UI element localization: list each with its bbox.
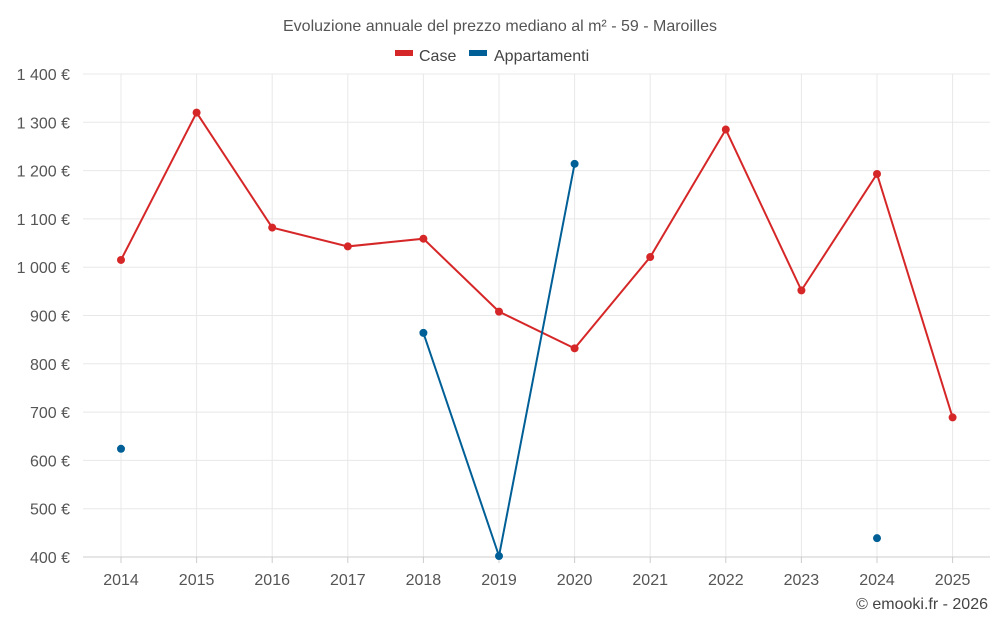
x-tick-label: 2022 bbox=[708, 572, 744, 589]
data-point-case[interactable] bbox=[192, 108, 201, 117]
data-point-case[interactable] bbox=[873, 169, 881, 178]
grid-lines bbox=[83, 73, 990, 558]
x-tick-label: 2014 bbox=[103, 572, 139, 589]
y-axis: 400 € 500 € 600 € 700 € 800 € 900 € 1 000 € 1 1… bbox=[17, 67, 70, 567]
data-point-case[interactable] bbox=[646, 253, 655, 262]
data-point-appartamenti[interactable] bbox=[419, 328, 428, 337]
legend[interactable]: Case Appartamenti bbox=[395, 48, 589, 65]
x-tick-label: 2018 bbox=[406, 572, 442, 589]
data-point-appartamenti[interactable] bbox=[117, 444, 125, 453]
data-point-case[interactable] bbox=[343, 242, 352, 251]
y-tick-label: 1 000 € bbox=[17, 260, 70, 277]
data-point-appartamenti[interactable] bbox=[570, 159, 579, 168]
x-tick-label: 2015 bbox=[179, 572, 215, 589]
data-point-appartamenti[interactable] bbox=[873, 534, 881, 543]
y-tick-label: 700 € bbox=[30, 405, 70, 422]
legend-swatch-appartamenti bbox=[469, 50, 487, 56]
y-tick-label: 1 300 € bbox=[17, 115, 70, 132]
legend-item-case[interactable]: Case bbox=[395, 48, 456, 65]
y-tick-label: 800 € bbox=[30, 357, 70, 374]
series-layer bbox=[117, 108, 957, 561]
y-tick-label: 1 200 € bbox=[17, 164, 70, 181]
legend-label-case: Case bbox=[419, 48, 456, 65]
data-point-case[interactable] bbox=[948, 413, 957, 422]
data-point-case[interactable] bbox=[721, 125, 730, 134]
data-point-case[interactable] bbox=[797, 286, 806, 295]
x-tick-label: 2019 bbox=[481, 572, 517, 589]
x-tick-label: 2025 bbox=[935, 572, 971, 589]
data-point-case[interactable] bbox=[570, 344, 579, 353]
x-tick-label: 2017 bbox=[330, 572, 366, 589]
y-tick-label: 400 € bbox=[30, 550, 70, 567]
data-point-case[interactable] bbox=[268, 223, 277, 232]
legend-swatch-case bbox=[395, 50, 413, 56]
credit-text: © emooki.fr - 2026 bbox=[856, 596, 988, 613]
x-tick-label: 2016 bbox=[254, 572, 290, 589]
x-tick-label: 2020 bbox=[557, 572, 593, 589]
data-point-case[interactable] bbox=[495, 307, 503, 316]
data-point-case[interactable] bbox=[419, 234, 428, 243]
legend-item-appartamenti[interactable]: Appartamenti bbox=[469, 48, 589, 65]
y-tick-label: 600 € bbox=[30, 453, 70, 470]
x-axis: 2014 2015 2016 2017 2018 2019 2020 2021 2022 2023… bbox=[83, 556, 990, 589]
y-tick-label: 900 € bbox=[30, 309, 70, 326]
series-line-case bbox=[120, 110, 954, 418]
legend-label-appartamenti: Appartamenti bbox=[494, 48, 589, 65]
data-point-case[interactable] bbox=[117, 255, 125, 264]
x-tick-label: 2024 bbox=[859, 572, 895, 589]
data-point-appartamenti[interactable] bbox=[495, 552, 503, 561]
y-tick-label: 1 100 € bbox=[17, 212, 70, 229]
x-tick-label: 2023 bbox=[784, 572, 820, 589]
y-tick-label: 1 400 € bbox=[17, 67, 70, 84]
y-tick-label: 500 € bbox=[30, 502, 70, 519]
chart-title: Evoluzione annuale del prezzo mediano al… bbox=[283, 18, 717, 35]
x-tick-label: 2021 bbox=[632, 572, 668, 589]
